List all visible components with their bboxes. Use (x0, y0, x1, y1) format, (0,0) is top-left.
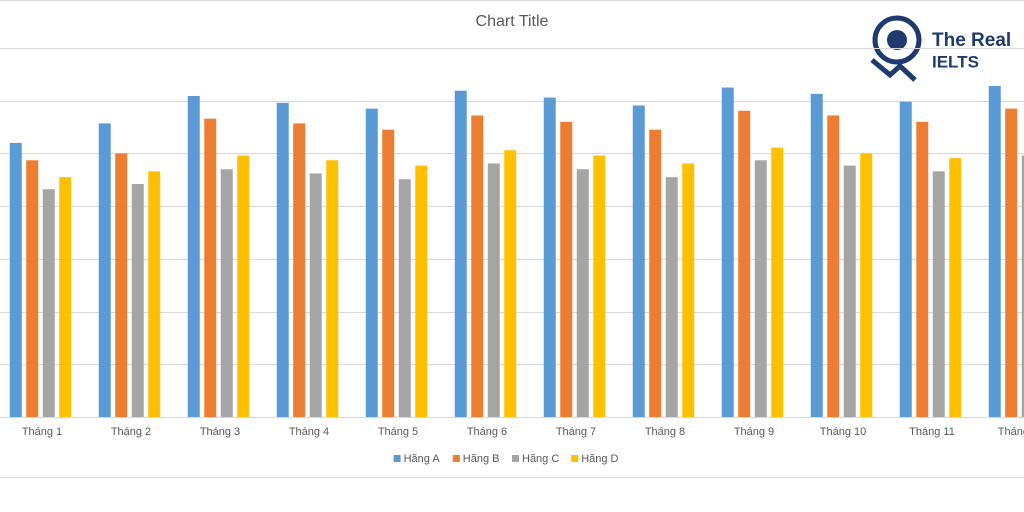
bar (771, 147, 784, 417)
bar (504, 150, 517, 417)
bar (593, 155, 606, 417)
bar (543, 97, 556, 418)
logo-icon (872, 15, 922, 65)
x-tick-label: Tháng 10 (820, 426, 866, 438)
x-tick-label: Tháng 4 (289, 426, 329, 438)
bar (649, 129, 662, 417)
bar (560, 121, 573, 418)
bar (665, 177, 678, 417)
bar (827, 115, 840, 417)
bar (115, 153, 128, 417)
legend-label: Hãng A (404, 453, 441, 465)
logo-icon (887, 30, 907, 50)
bar (148, 171, 161, 417)
legend-swatch (512, 455, 519, 462)
x-tick-label: Tháng 6 (467, 426, 507, 438)
bar (204, 118, 217, 417)
legend-label: Hãng B (463, 453, 500, 465)
bar (810, 93, 823, 418)
logo-icon (870, 58, 917, 82)
bar (916, 121, 929, 418)
bar (1005, 108, 1018, 417)
logo-text: IELTS (932, 52, 979, 71)
x-tick-label: Tháng 12 (998, 426, 1024, 438)
bar (326, 160, 339, 417)
bar (98, 123, 111, 417)
logo-text: The Real (932, 30, 1011, 51)
bar (738, 110, 751, 417)
bar (187, 95, 200, 417)
bar (293, 123, 306, 417)
bar (26, 160, 39, 417)
legend-swatch (571, 455, 579, 462)
bar (398, 179, 411, 417)
bar (131, 184, 144, 417)
x-tick-label: Tháng 3 (200, 426, 240, 438)
x-tick-label: Tháng 7 (556, 426, 596, 438)
bar (471, 115, 484, 417)
x-tick-label: Tháng 11 (909, 426, 955, 438)
x-tick-label: Tháng 5 (378, 426, 418, 438)
bar (932, 171, 945, 417)
bar (237, 155, 250, 417)
bar (382, 129, 395, 417)
legend-swatch (452, 455, 460, 462)
bar (42, 189, 55, 417)
bar (220, 169, 233, 417)
bar (365, 108, 378, 417)
bar (59, 177, 72, 417)
x-tick-label: Tháng 1 (22, 426, 62, 438)
x-tick-label: Tháng 2 (111, 426, 151, 438)
x-tick-label: Tháng 9 (734, 426, 774, 438)
bar (949, 158, 962, 417)
bar (754, 160, 767, 417)
legend-label: Hãng C (522, 453, 559, 465)
bar (843, 165, 856, 417)
logo: The Real IELTS (870, 15, 1011, 82)
bar (632, 105, 645, 418)
legend-swatch (393, 455, 401, 462)
bar (860, 153, 873, 417)
bar (682, 163, 695, 417)
bar (9, 142, 22, 417)
bar (899, 101, 912, 418)
bar (415, 165, 428, 417)
bar (309, 173, 322, 417)
bar (1021, 155, 1024, 417)
bar (487, 163, 500, 417)
bar (576, 169, 589, 417)
bar (988, 85, 1001, 417)
bar (276, 102, 289, 417)
legend-label: Hãng D (581, 453, 618, 465)
x-tick-label: Tháng 8 (645, 426, 685, 438)
bar (454, 90, 467, 417)
bar (721, 87, 734, 418)
chart-title: Chart Title (476, 13, 549, 30)
